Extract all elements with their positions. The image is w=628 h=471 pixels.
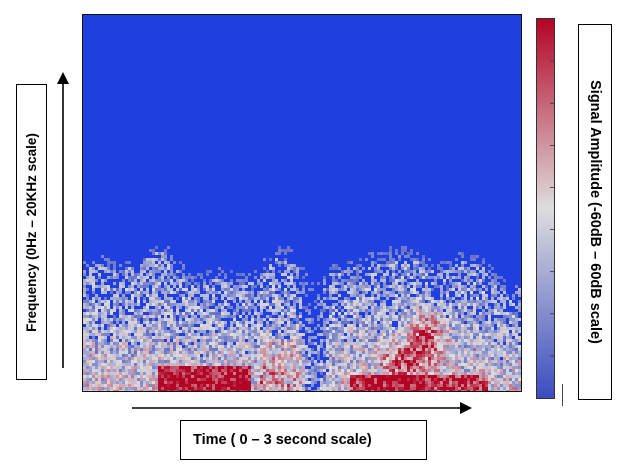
- y-axis-label: Frequency (0Hz – 20KHz scale): [24, 132, 39, 332]
- colorbar-label: Signal Amplitude (-60dB – 60dB scale): [587, 80, 603, 344]
- colorbar-tick: [562, 384, 563, 406]
- spectrogram-cells: [83, 246, 521, 391]
- colorbar-label-box: Signal Amplitude (-60dB – 60dB scale): [578, 24, 612, 400]
- spectrogram-canvas: [83, 15, 521, 391]
- y-axis-label-box: Frequency (0Hz – 20KHz scale): [16, 84, 47, 380]
- y-axis-arrow: [57, 72, 69, 368]
- x-axis-label: Time ( 0 – 3 second scale): [193, 432, 372, 448]
- x-axis-arrow: [132, 402, 472, 414]
- colorbar-gradient: [537, 19, 554, 398]
- x-axis-label-box: Time ( 0 – 3 second scale): [180, 420, 427, 460]
- spectrogram-plot: [82, 14, 522, 392]
- colorbar: [536, 18, 555, 399]
